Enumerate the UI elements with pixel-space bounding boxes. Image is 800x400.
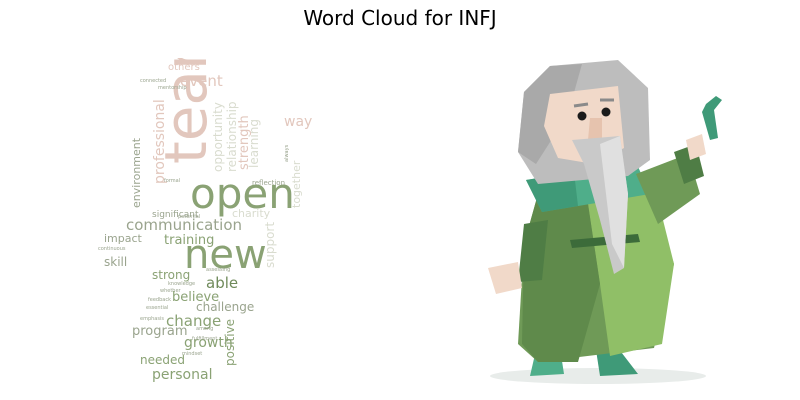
cloud-word-program: program bbox=[132, 324, 188, 339]
cloud-word-charity: charity bbox=[232, 207, 271, 220]
left-brow bbox=[573, 102, 589, 108]
cloud-word-continuous: continuous bbox=[98, 246, 126, 252]
cloud-word-assessing: assessing bbox=[206, 267, 230, 273]
cloud-word-always: always bbox=[284, 144, 290, 162]
cloud-word-event: event bbox=[180, 72, 223, 90]
page-title: Word Cloud for INFJ bbox=[303, 6, 497, 30]
cloud-word-challenge: challenge bbox=[196, 300, 254, 314]
right-hand bbox=[686, 134, 706, 160]
cloud-word-relationship: relationship bbox=[225, 101, 239, 172]
cloud-word-reflection: reflection bbox=[252, 179, 285, 187]
cloud-word-among: among bbox=[196, 326, 213, 332]
cloud-word-support: support bbox=[263, 222, 277, 268]
cloud-word-fulfillment: fulfillment bbox=[192, 336, 217, 342]
cloud-word-essential: essential bbox=[146, 305, 168, 311]
beard-shade bbox=[600, 136, 628, 268]
cloud-word-emphasis: emphasis bbox=[140, 316, 164, 322]
cloud-word-growth: growth bbox=[184, 335, 233, 351]
cloud-word-others: others bbox=[168, 62, 200, 73]
cloud-word-impact: impact bbox=[104, 232, 143, 245]
cloud-word-open: open bbox=[190, 169, 295, 218]
cloud-word-change: change bbox=[166, 312, 221, 330]
cloud-word-able: able bbox=[206, 274, 238, 292]
nose bbox=[588, 118, 602, 142]
cloud-word-potential: potential bbox=[178, 214, 200, 220]
ground-shadow bbox=[490, 368, 706, 384]
cloud-word-team: team bbox=[152, 58, 220, 164]
cloud-word-mentorship: mentorship bbox=[158, 85, 187, 91]
cloud-word-believe: believe bbox=[172, 290, 219, 305]
left-arm bbox=[518, 220, 548, 282]
cloud-word-skill: skill bbox=[104, 255, 127, 269]
wizard-illustration bbox=[488, 60, 722, 384]
cloud-word-environment: environment bbox=[130, 137, 143, 208]
cloud-word-way: way bbox=[284, 114, 312, 130]
cloud-word-strength: strength bbox=[237, 115, 252, 170]
cloud-word-knowledge: knowledge bbox=[168, 281, 195, 287]
cloud-word-opportunity: opportunity bbox=[211, 102, 225, 172]
cloud-word-needed: needed bbox=[140, 353, 185, 367]
left-eye bbox=[577, 111, 587, 121]
cloud-word-whether: whether bbox=[160, 288, 182, 294]
right-eye bbox=[601, 107, 611, 117]
cloud-word-feedback: feedback bbox=[148, 297, 171, 303]
cloud-word-mindset: mindset bbox=[182, 351, 202, 357]
cloud-word-formal: formal bbox=[164, 178, 180, 184]
cloud-word-significant: significant bbox=[152, 210, 199, 220]
cloud-word-new: new bbox=[184, 232, 267, 278]
cloud-word-connected: connected bbox=[140, 78, 166, 84]
cloud-word-strong: strong bbox=[152, 268, 190, 282]
cloud-word-training: training bbox=[164, 233, 214, 248]
cloud-word-together: together bbox=[290, 160, 303, 208]
cloud-word-learning: learning bbox=[247, 119, 261, 168]
cloud-word-positive: positive bbox=[223, 319, 237, 366]
cloud-word-professional: professional bbox=[152, 99, 168, 184]
right-foot bbox=[596, 348, 638, 376]
cloud-word-communication: communication bbox=[126, 216, 242, 234]
left-hand bbox=[488, 262, 522, 294]
staff-icon bbox=[702, 96, 722, 140]
cloud-word-personal: personal bbox=[152, 367, 212, 383]
